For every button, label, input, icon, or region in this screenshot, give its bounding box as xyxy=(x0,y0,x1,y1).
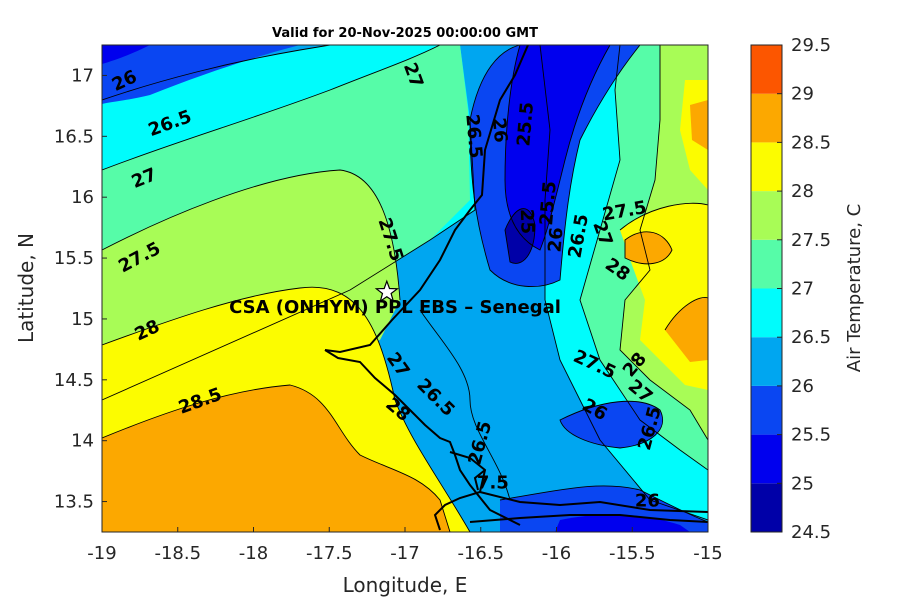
senegal-mauritania-border xyxy=(324,45,529,354)
y-tick-label: 16.5 xyxy=(54,126,94,147)
colorbar-tick-label: 25 xyxy=(791,473,814,494)
colorbar-segment xyxy=(751,191,782,240)
x-tick-label: -18.5 xyxy=(154,543,201,564)
coastline-borders xyxy=(324,45,708,531)
x-tick-label: -15.5 xyxy=(609,543,656,564)
x-tick-label: -17.5 xyxy=(306,543,353,564)
colorbar-tick-label: 26.5 xyxy=(791,327,831,348)
colorbar-tick-label: 24.5 xyxy=(791,522,831,543)
y-tick-label: 14.5 xyxy=(54,370,94,391)
contour-label: 7.5 xyxy=(477,472,509,493)
band-28-5-east-c xyxy=(665,297,708,362)
contour-lines xyxy=(102,45,708,532)
colorbar-label: Air Temperature, C xyxy=(844,204,865,372)
map-title: Valid for 20-Nov-2025 00:00:00 GMT xyxy=(272,26,538,41)
y-tick-label: 13.5 xyxy=(54,492,94,513)
contour-label: 26 xyxy=(635,491,660,512)
contour-label: 25.5 xyxy=(536,180,561,226)
colorbar-segment xyxy=(751,45,782,94)
colorbar-segment xyxy=(751,434,782,484)
y-tick-label: 15 xyxy=(71,309,94,330)
colorbar-tick-label: 28 xyxy=(791,181,814,202)
colorbar-segment xyxy=(751,142,782,192)
band-25-central xyxy=(505,45,610,250)
colorbar-segment xyxy=(751,93,782,143)
contour-label: 26.5 xyxy=(461,113,486,159)
site-label: CSA (ONHYM) PPL EBS – Senegal xyxy=(229,297,561,318)
band-25-5-se xyxy=(560,401,663,448)
colorbar-segment xyxy=(751,239,782,289)
gambia-border xyxy=(433,451,708,531)
colorbar-tick-label: 29 xyxy=(791,84,814,105)
river-line xyxy=(473,469,486,491)
colorbar-segment xyxy=(751,288,782,338)
x-tick-label: -18 xyxy=(239,543,268,564)
x-tick-label: -16.5 xyxy=(457,543,504,564)
colorbar-tick-label: 25.5 xyxy=(791,425,831,446)
x-tick-label: -16 xyxy=(542,543,571,564)
x-axis-label: Longitude, E xyxy=(343,573,468,597)
y-tick-label: 15.5 xyxy=(54,248,94,269)
colorbar-tick-label: 27 xyxy=(791,279,814,300)
colorbar-tick-label: 26 xyxy=(791,376,814,397)
colorbar-ticks: 24.5 25 25.5 26 26.5 27 27.5 28 28.5 29 29.5 xyxy=(777,35,831,543)
contour-label: 25 xyxy=(516,209,538,235)
band-28-5-west xyxy=(102,385,450,532)
contour-label: 25.5 xyxy=(513,101,538,147)
band-25-nw xyxy=(102,45,150,64)
colorbar-tick-label: 29.5 xyxy=(791,35,831,56)
colorbar-segment xyxy=(751,385,782,435)
x-axis-ticks: -19 -18.5 -18 -17.5 -17 -16.5 -16 -15.5 -15 xyxy=(87,527,723,564)
band-24-5-central xyxy=(505,208,535,264)
band-28-5-east-a xyxy=(690,100,708,150)
band-28-5-east-b xyxy=(625,231,672,264)
temperature-field xyxy=(102,45,708,532)
y-tick-label: 14 xyxy=(71,431,94,452)
senegal-coastline xyxy=(324,349,521,526)
colorbar-segment xyxy=(751,337,782,386)
colorbar-tick-label: 28.5 xyxy=(791,132,831,153)
y-tick-label: 16 xyxy=(71,187,94,208)
x-tick-label: -15 xyxy=(693,543,722,564)
colorbar-tick-label: 27.5 xyxy=(791,230,831,251)
band-25-5-nw xyxy=(102,45,300,104)
y-axis-label: Latitude, N xyxy=(14,233,38,343)
y-tick-label: 17 xyxy=(71,65,94,86)
colorbar-segment xyxy=(751,483,782,532)
contour-label: 26 xyxy=(488,117,511,144)
colorbar xyxy=(751,45,782,532)
contour-label: 26 xyxy=(544,226,567,253)
site-star-icon xyxy=(374,279,399,303)
x-tick-label: -19 xyxy=(87,543,116,564)
x-tick-label: -17 xyxy=(390,543,419,564)
y-axis-ticks: 13.5 14 14.5 15 15.5 16 16.5 17 xyxy=(54,65,107,513)
